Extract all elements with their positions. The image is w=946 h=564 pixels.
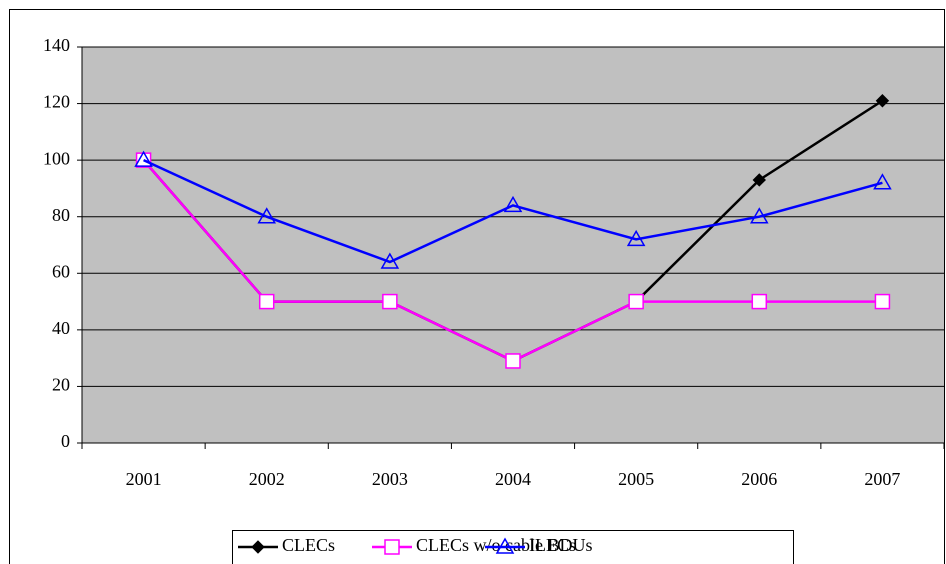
marker [874,293,891,310]
marker [626,229,646,247]
y-tick-label: 140 [43,35,70,55]
y-tick-label: 0 [61,431,70,451]
legend-label: CLECs [282,535,335,555]
y-tick-label: 100 [43,148,70,168]
x-tick-label: 2003 [372,469,408,489]
marker [384,539,400,555]
marker [875,94,890,108]
marker [134,150,153,167]
series-line [143,159,883,264]
marker [258,293,275,310]
marker [503,195,523,213]
y-tick-label: 60 [52,261,70,281]
x-tick-label: 2001 [126,469,162,489]
x-tick-label: 2004 [495,469,531,489]
marker [751,293,768,310]
marker [382,293,398,310]
x-tick-label: 2002 [249,469,285,489]
plot-area [82,47,944,443]
marker [495,537,515,554]
x-tick-label: 2006 [741,469,777,489]
marker [505,353,521,369]
y-tick-label: 40 [52,318,70,338]
marker [749,207,769,224]
x-tick-label: 2007 [864,469,900,489]
y-tick-label: 20 [52,375,70,395]
legend-label: ILECs [529,535,576,555]
marker [251,540,265,554]
marker [873,173,892,190]
x-tick-label: 2005 [618,469,654,489]
y-tick-label: 120 [43,92,70,112]
marker [380,252,400,269]
marker [628,293,644,310]
y-tick-label: 80 [52,205,70,225]
marker [257,207,277,224]
legend-label: CLECs w/o cable BDUs [416,535,592,555]
marker [752,173,766,187]
